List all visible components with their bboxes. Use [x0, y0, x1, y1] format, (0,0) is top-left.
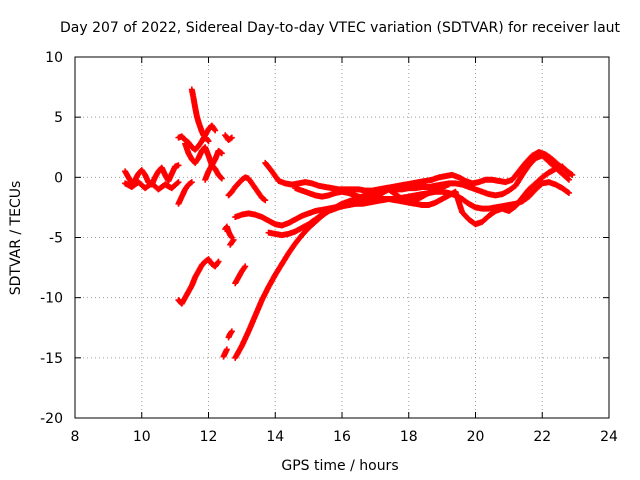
data-point: [565, 176, 572, 183]
x-tick-label: 20: [467, 429, 485, 445]
series-track-i: [175, 256, 222, 307]
data-point: [188, 179, 195, 186]
series-track-m: [227, 236, 237, 248]
data-point: [228, 328, 235, 335]
data-point: [174, 180, 181, 187]
series-track-r: [265, 163, 572, 239]
x-tick-label: 22: [533, 429, 551, 445]
series-track-t: [292, 181, 452, 205]
y-tick-label: 10: [45, 50, 63, 66]
x-axis-label: GPS time / hours: [281, 458, 398, 474]
y-tick-label: -10: [40, 291, 63, 307]
data-point: [227, 135, 234, 142]
y-tick-label: -15: [40, 351, 63, 367]
data-point: [215, 258, 222, 265]
series-track-s: [262, 149, 576, 194]
data-point: [175, 179, 182, 186]
series-track-j: [220, 346, 230, 360]
x-tick-label: 12: [200, 429, 218, 445]
data-point: [564, 189, 571, 196]
x-tick-label: 16: [333, 429, 351, 445]
data-point: [212, 127, 219, 134]
axis-ticks: 8 10 12 14 16 18 20 22 24 -20 -15 -10 -5 0 5 10: [40, 50, 618, 445]
data-point: [205, 138, 212, 145]
data-point: [223, 346, 230, 353]
data-point: [445, 181, 452, 188]
data-point: [187, 179, 194, 186]
series-track-h: [202, 162, 225, 183]
data-point: [569, 171, 576, 178]
x-tick-label: 18: [400, 429, 418, 445]
x-tick-label: 14: [266, 429, 284, 445]
series-track-f: [182, 140, 225, 169]
data-point: [218, 150, 225, 157]
series-track-e: [175, 122, 219, 153]
y-tick-label: -5: [49, 231, 63, 247]
data-point: [230, 236, 237, 243]
series-track-b: [122, 179, 182, 193]
x-tick-label: 8: [71, 429, 80, 445]
data-point: [217, 149, 224, 156]
data-point: [262, 197, 269, 204]
x-tick-label: 24: [600, 429, 618, 445]
data-point: [218, 175, 225, 182]
data-point: [242, 263, 249, 270]
data-points: [122, 86, 576, 361]
data-point: [228, 134, 235, 141]
series-track-n: [232, 263, 249, 287]
data-point: [568, 171, 575, 178]
series-track-c: [175, 179, 195, 207]
data-point: [565, 189, 572, 196]
y-axis-label: SDTVAR / TECUs: [8, 181, 24, 296]
x-tick-label: 10: [133, 429, 151, 445]
data-point: [261, 196, 268, 203]
data-point: [564, 175, 571, 182]
y-tick-label: 5: [54, 110, 63, 126]
series-track-g: [222, 132, 235, 144]
series-track-o: [225, 174, 269, 204]
grid-lines: [75, 57, 609, 418]
series-track-k: [225, 328, 235, 341]
data-point: [218, 174, 225, 181]
chart-title: Day 207 of 2022, Sidereal Day-to-day VTE…: [60, 20, 621, 36]
y-tick-label: -20: [40, 411, 63, 427]
data-point: [175, 162, 182, 169]
y-tick-label: 0: [54, 170, 63, 186]
